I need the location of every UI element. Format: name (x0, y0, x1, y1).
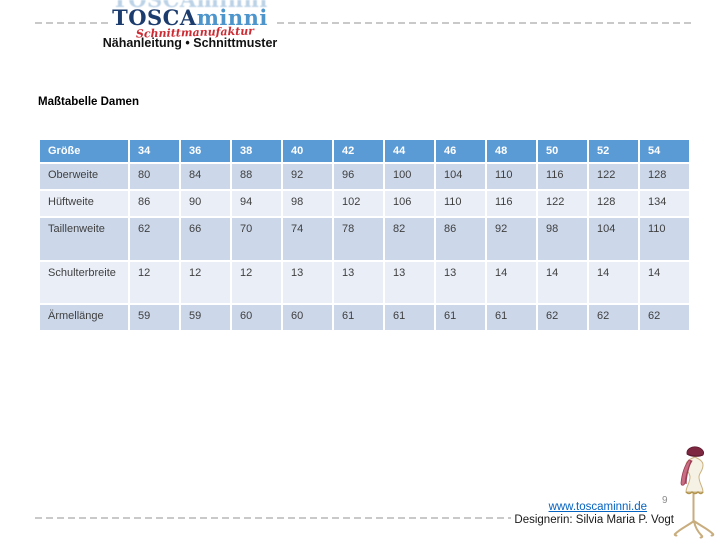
website-link[interactable]: www.toscaminni.de (548, 501, 647, 513)
table-row: Taillenweite 62 66 70 74 78 82 86 92 98 104 110 (38, 216, 691, 262)
cell-value: 13 (332, 260, 385, 305)
cell-value: 62 (638, 303, 691, 332)
cell-value: 60 (230, 303, 283, 332)
cell-value: 110 (485, 162, 538, 191)
cell-value: 122 (587, 162, 640, 191)
cell-value: 13 (383, 260, 436, 305)
cell-value: 62 (536, 303, 589, 332)
cell-value: 110 (638, 216, 691, 262)
size-table: Größe 34 36 38 40 42 44 46 48 50 52 54 Oberweite 80 8… (38, 138, 691, 332)
cell-value: 86 (128, 189, 181, 218)
cell-value: 92 (485, 216, 538, 262)
cell-value: 128 (587, 189, 640, 218)
row-label: Hüftweite (38, 189, 130, 218)
dashed-rule-bottom (35, 517, 511, 519)
cell-value: 59 (128, 303, 181, 332)
table-row: Schulterbreite 12 12 12 13 13 13 13 14 14 14 14 (38, 260, 691, 305)
cell-value: 12 (128, 260, 181, 305)
cell-value: 104 (434, 162, 487, 191)
cell-value: 116 (536, 162, 589, 191)
cell-value: 96 (332, 162, 385, 191)
cell-value: 84 (179, 162, 232, 191)
column-header-size: 54 (638, 138, 691, 164)
cell-value: 13 (434, 260, 487, 305)
cell-value: 13 (281, 260, 334, 305)
cell-value: 61 (485, 303, 538, 332)
cell-value: 60 (281, 303, 334, 332)
cell-value: 61 (383, 303, 436, 332)
dashed-rule-top-left (35, 22, 110, 24)
cell-value: 100 (383, 162, 436, 191)
dress-form-icon (673, 446, 715, 539)
cell-value: 116 (485, 189, 538, 218)
ghost-logo-text: TOSCAminni (84, 0, 296, 9)
table-row: Hüftweite 86 90 94 98 102 106 110 116 122 128 134 (38, 189, 691, 218)
cell-value: 66 (179, 216, 232, 262)
cell-value: 14 (536, 260, 589, 305)
cell-value: 80 (128, 162, 181, 191)
size-table-header-row: Größe 34 36 38 40 42 44 46 48 50 52 54 (38, 138, 691, 164)
cell-value: 122 (536, 189, 589, 218)
brand-logo: TOSCAminni (84, 7, 296, 29)
cell-value: 98 (281, 189, 334, 218)
cell-value: 82 (383, 216, 436, 262)
page-number: 9 (662, 495, 668, 506)
column-header-size: 46 (434, 138, 487, 164)
cell-value: 106 (383, 189, 436, 218)
cell-value: 62 (587, 303, 640, 332)
cell-value: 74 (281, 216, 334, 262)
cell-value: 92 (281, 162, 334, 191)
cell-value: 90 (179, 189, 232, 218)
column-header-size: 40 (281, 138, 334, 164)
column-header-size: 34 (128, 138, 181, 164)
cell-value: 102 (332, 189, 385, 218)
cell-value: 14 (587, 260, 640, 305)
cell-value: 59 (179, 303, 232, 332)
brand-logo-primary: TOSCA (112, 5, 197, 30)
brand-logo-secondary: minni (196, 5, 268, 30)
size-table-body: Oberweite 80 84 88 92 96 100 104 110 116 122 128 Hüf… (38, 162, 691, 332)
cell-value: 62 (128, 216, 181, 262)
table-row: Oberweite 80 84 88 92 96 100 104 110 116 122 128 (38, 162, 691, 191)
designer-credit: Designerin: Silvia Maria P. Vogt (514, 514, 674, 526)
column-header-size: 50 (536, 138, 589, 164)
column-header-size: 48 (485, 138, 538, 164)
table-row: Ärmellänge 59 59 60 60 61 61 61 61 62 62 62 (38, 303, 691, 332)
column-header-size: 42 (332, 138, 385, 164)
cell-value: 98 (536, 216, 589, 262)
column-header-size: 38 (230, 138, 283, 164)
cell-value: 128 (638, 162, 691, 191)
cell-value: 88 (230, 162, 283, 191)
cell-value: 86 (434, 216, 487, 262)
column-header-label: Größe (38, 138, 130, 164)
cell-value: 134 (638, 189, 691, 218)
cell-value: 94 (230, 189, 283, 218)
cell-value: 61 (434, 303, 487, 332)
row-label: Oberweite (38, 162, 130, 191)
row-label: Schulterbreite (38, 260, 130, 305)
column-header-size: 36 (179, 138, 232, 164)
cell-value: 12 (230, 260, 283, 305)
page-title: Maßtabelle Damen (38, 96, 139, 108)
column-header-size: 52 (587, 138, 640, 164)
row-label: Taillenweite (38, 216, 130, 262)
cell-value: 104 (587, 216, 640, 262)
cell-value: 12 (179, 260, 232, 305)
cell-value: 70 (230, 216, 283, 262)
cell-value: 61 (332, 303, 385, 332)
cell-value: 110 (434, 189, 487, 218)
dashed-rule-top-right (277, 22, 692, 24)
cell-value: 14 (485, 260, 538, 305)
cell-value: 78 (332, 216, 385, 262)
document-subtitle: Nähanleitung • Schnittmuster (102, 36, 278, 50)
column-header-size: 44 (383, 138, 436, 164)
row-label: Ärmellänge (38, 303, 130, 332)
cell-value: 14 (638, 260, 691, 305)
